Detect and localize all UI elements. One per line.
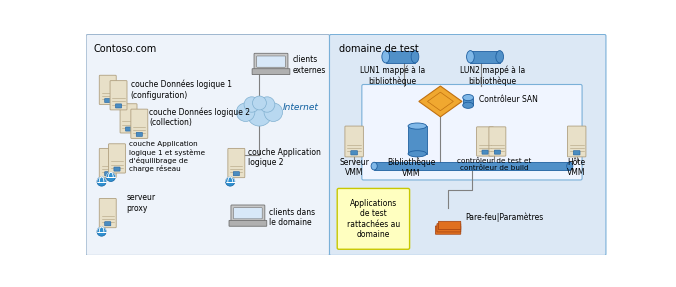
FancyBboxPatch shape: [231, 205, 265, 222]
Circle shape: [244, 97, 260, 112]
FancyBboxPatch shape: [567, 126, 586, 157]
FancyBboxPatch shape: [99, 198, 116, 228]
FancyBboxPatch shape: [120, 104, 137, 133]
Ellipse shape: [371, 162, 377, 170]
FancyBboxPatch shape: [126, 127, 132, 131]
Ellipse shape: [408, 151, 427, 157]
Circle shape: [226, 177, 235, 186]
FancyBboxPatch shape: [228, 148, 245, 178]
Ellipse shape: [496, 51, 504, 63]
FancyBboxPatch shape: [437, 224, 461, 232]
Ellipse shape: [411, 51, 419, 63]
FancyBboxPatch shape: [252, 69, 290, 75]
FancyBboxPatch shape: [99, 75, 116, 104]
Circle shape: [260, 97, 275, 112]
FancyBboxPatch shape: [105, 222, 111, 226]
FancyBboxPatch shape: [489, 127, 506, 156]
FancyBboxPatch shape: [435, 226, 461, 234]
Circle shape: [264, 103, 283, 121]
Text: Hôte
VMM: Hôte VMM: [567, 158, 586, 177]
Text: Applications
de test
rattachées au
domaine: Applications de test rattachées au domai…: [347, 199, 400, 239]
Bar: [462, 98, 473, 105]
Text: clients dans
le domaine: clients dans le domaine: [270, 208, 316, 227]
Text: contrôleur de test et
contrôleur de build: contrôleur de test et contrôleur de buil…: [457, 158, 531, 171]
FancyBboxPatch shape: [573, 151, 580, 155]
Bar: [386, 51, 415, 63]
FancyBboxPatch shape: [137, 132, 143, 136]
Text: couche Données logique 2
(collection): couche Données logique 2 (collection): [149, 108, 250, 127]
Bar: [470, 51, 500, 63]
FancyBboxPatch shape: [99, 148, 116, 178]
FancyBboxPatch shape: [109, 144, 126, 173]
Circle shape: [106, 172, 116, 181]
FancyBboxPatch shape: [329, 34, 606, 255]
FancyBboxPatch shape: [362, 84, 582, 180]
Ellipse shape: [462, 94, 473, 101]
FancyBboxPatch shape: [257, 56, 285, 67]
FancyBboxPatch shape: [254, 53, 288, 70]
Text: LUN2 mappé à la
bibliothèque: LUN2 mappé à la bibliothèque: [460, 65, 525, 86]
FancyBboxPatch shape: [131, 109, 148, 138]
Text: Bibliothèque
VMM: Bibliothèque VMM: [387, 158, 435, 178]
FancyBboxPatch shape: [105, 98, 111, 102]
Polygon shape: [419, 86, 462, 117]
Text: couche Application
logique 2: couche Application logique 2: [248, 148, 321, 167]
Ellipse shape: [566, 162, 573, 170]
Text: couche Données logique 1
(configuration): couche Données logique 1 (configuration): [131, 80, 232, 100]
Circle shape: [237, 103, 255, 121]
Text: couche Application
logique 1 et système
d'équilibrage de
charge réseau: couche Application logique 1 et système …: [128, 141, 205, 172]
FancyBboxPatch shape: [494, 150, 500, 154]
Text: LUN1 mappé à la
bibliothèque: LUN1 mappé à la bibliothèque: [360, 65, 425, 86]
FancyBboxPatch shape: [337, 189, 410, 249]
Text: Pare-feu|Paramètres: Pare-feu|Paramètres: [465, 212, 544, 222]
FancyBboxPatch shape: [351, 151, 358, 155]
Text: clients
externes: clients externes: [293, 55, 326, 75]
Circle shape: [97, 227, 106, 236]
Text: serveur
proxy: serveur proxy: [126, 193, 155, 213]
FancyBboxPatch shape: [87, 34, 329, 255]
Ellipse shape: [466, 51, 475, 63]
FancyBboxPatch shape: [477, 127, 493, 156]
FancyBboxPatch shape: [229, 220, 267, 226]
FancyBboxPatch shape: [116, 104, 122, 108]
Text: Contoso.com: Contoso.com: [94, 44, 157, 54]
FancyBboxPatch shape: [439, 221, 461, 230]
Ellipse shape: [408, 123, 427, 129]
FancyBboxPatch shape: [110, 81, 127, 110]
Bar: [408, 126, 427, 154]
Text: domaine de test: domaine de test: [339, 44, 418, 54]
Text: Contrôleur SAN: Contrôleur SAN: [479, 95, 538, 104]
Ellipse shape: [462, 102, 473, 108]
FancyBboxPatch shape: [345, 126, 364, 157]
Circle shape: [253, 96, 266, 110]
FancyBboxPatch shape: [234, 208, 262, 219]
Ellipse shape: [382, 51, 389, 63]
FancyBboxPatch shape: [114, 167, 120, 171]
FancyBboxPatch shape: [482, 150, 488, 154]
Bar: [375, 162, 570, 170]
Circle shape: [97, 177, 106, 186]
Text: Serveur
VMM: Serveur VMM: [339, 158, 369, 177]
FancyBboxPatch shape: [105, 172, 111, 176]
Circle shape: [247, 101, 272, 126]
Text: Internet: Internet: [283, 103, 318, 112]
FancyBboxPatch shape: [233, 172, 239, 176]
